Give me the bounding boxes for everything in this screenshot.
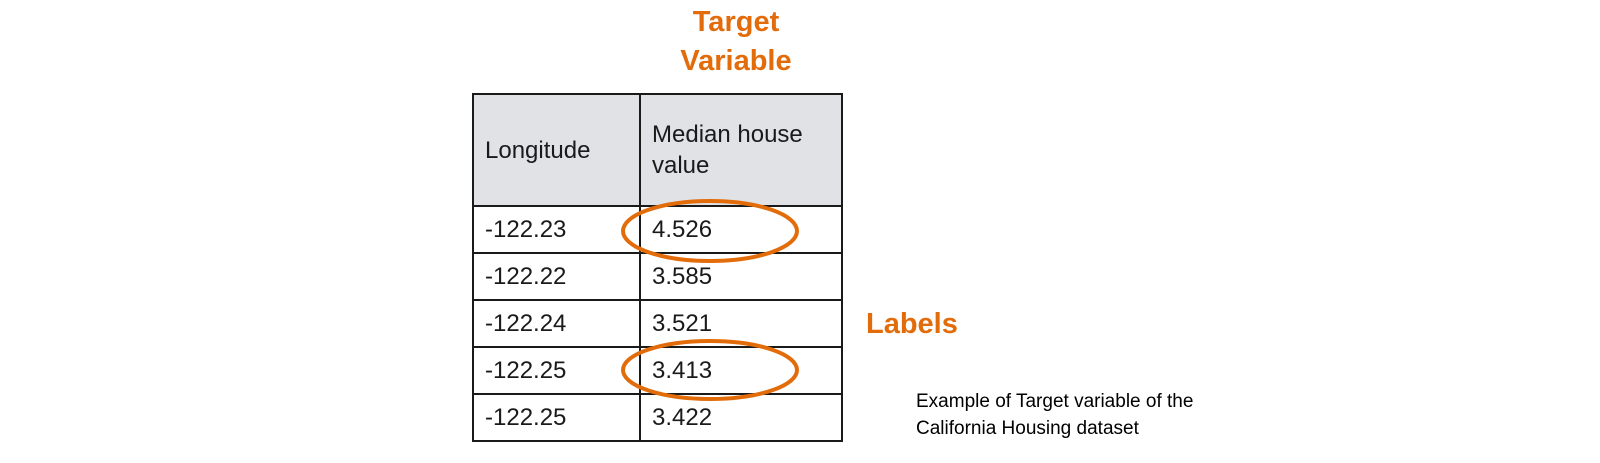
- table-row: -122.24 3.521: [472, 299, 843, 348]
- caption-line2: California Housing dataset: [916, 418, 1139, 439]
- target-variable-line2: Variable: [680, 45, 792, 77]
- table-row: -122.25 3.413: [472, 346, 843, 395]
- header-median-house-value: Median house value: [639, 93, 843, 207]
- table-row: -122.22 3.585: [472, 252, 843, 301]
- table-header-row: Longitude Median house value: [472, 93, 843, 207]
- table-row: -122.25 3.422: [472, 393, 843, 442]
- target-variable-line1: Target: [692, 6, 780, 38]
- cell-median-house-value: 3.422: [639, 393, 843, 442]
- cell-longitude: -122.24: [472, 299, 641, 348]
- header-longitude: Longitude: [472, 93, 641, 207]
- target-variable-heading: Target Variable: [636, 3, 836, 81]
- cell-median-house-value: 3.413: [639, 346, 843, 395]
- caption-line1: Example of Target variable of the: [916, 391, 1194, 412]
- table-row: -122.23 4.526: [472, 205, 843, 254]
- cell-longitude: -122.22: [472, 252, 641, 301]
- cell-median-house-value: 3.585: [639, 252, 843, 301]
- cell-median-house-value: 3.521: [639, 299, 843, 348]
- cell-longitude: -122.23: [472, 205, 641, 254]
- cell-longitude: -122.25: [472, 393, 641, 442]
- figure-caption: Example of Target variable of the Califo…: [916, 388, 1193, 442]
- housing-data-table: Longitude Median house value -122.23 4.5…: [472, 93, 843, 442]
- cell-longitude: -122.25: [472, 346, 641, 395]
- cell-median-house-value: 4.526: [639, 205, 843, 254]
- labels-annotation: Labels: [866, 308, 958, 340]
